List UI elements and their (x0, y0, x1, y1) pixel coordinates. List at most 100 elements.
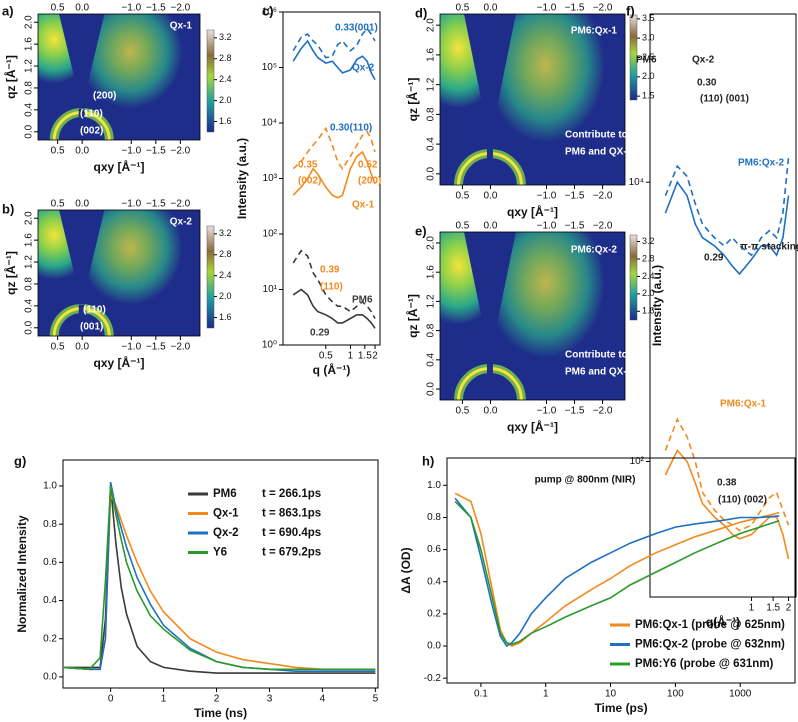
y-tick-label: 0.8 (24, 81, 35, 95)
x-tick-label: 0 (108, 694, 114, 705)
colorbar-tick-label: 2.5 (642, 52, 655, 62)
series-line (62, 485, 376, 671)
annotation: 0.39 (320, 265, 340, 276)
x-tick-label: 1.5 (358, 351, 372, 362)
y-tick-label: 1.6 (426, 48, 437, 62)
x-tick-label-top: −1.5 (146, 199, 166, 210)
y-axis-label: qz [Å⁻¹] (405, 78, 420, 122)
glow (78, 210, 183, 305)
y-tick-label: 1.6 (24, 233, 35, 247)
x-axis-label: q (Å⁻¹) (313, 362, 351, 377)
beam-shadow (59, 210, 105, 305)
x-tick-label: −1.5 (565, 191, 585, 202)
x-tick-label: 0.1 (474, 689, 488, 700)
colorbar-tick-label: 3.0 (642, 33, 655, 43)
y-tick-label: 0.6 (43, 557, 57, 568)
y-tick-label: 2.0 (426, 236, 437, 250)
x-tick-label-top: 0.5 (51, 3, 65, 14)
series-line (664, 417, 790, 532)
x-tick-label: 2 (372, 351, 378, 362)
y-tick-label: 0.6 (427, 544, 441, 555)
series-line (292, 27, 376, 59)
annotation: 0.52 (358, 160, 378, 171)
beam-stop (78, 304, 85, 336)
legend-label: PM6 (213, 488, 237, 500)
colorbar-tick-label: 2.8 (642, 253, 655, 263)
colorbar-tick-label: 2.4 (219, 74, 232, 84)
series-line (664, 157, 790, 257)
x-tick-label-top: −1.0 (537, 3, 557, 14)
y-tick-label: 1.6 (24, 37, 35, 51)
annotation: Qx-2 (170, 217, 193, 228)
y-tick-label: 10¹ (263, 284, 278, 295)
series-line (292, 39, 376, 81)
annotation: Qx-1 (352, 200, 375, 211)
annotation: 0.35 (298, 160, 318, 171)
y-axis-label: Intensity (a.u.) (650, 265, 664, 346)
annotation: (002) (80, 126, 103, 137)
y-tick-label: 10⁰ (262, 340, 277, 351)
x-tick-label: 0.0 (75, 342, 89, 353)
y-tick-label: 0.0 (426, 166, 437, 180)
x-tick-label-top: −2.0 (593, 3, 613, 14)
y-tick-label: 1.0 (43, 481, 57, 492)
x-tick-label-top: −1.0 (121, 199, 141, 210)
y-tick-label: 0.0 (24, 124, 35, 138)
annotation: (200) (358, 176, 381, 187)
colorbar (206, 29, 215, 133)
x-tick-label: 1 (749, 603, 755, 614)
annotation: (001) (80, 322, 103, 333)
y-axis-label: qz [Å⁻¹] (3, 55, 18, 99)
x-tick-label: −1.0 (537, 406, 557, 417)
y-tick-label: 0.4 (43, 595, 57, 606)
beam-stop (486, 358, 493, 400)
series-line (664, 180, 790, 276)
annotation: PM6 and QX-2 (565, 367, 633, 378)
x-tick-label-top: −1.5 (146, 3, 166, 14)
annotation: 0.29 (310, 328, 330, 339)
y-tick-label: 10³ (263, 173, 278, 184)
frame (37, 209, 201, 337)
colorbar-tick-label: 2.0 (642, 71, 655, 81)
x-tick-label: −2.0 (593, 191, 613, 202)
x-tick-label: 2 (786, 603, 792, 614)
frame (446, 457, 796, 684)
annotation: Qx-1 (170, 21, 193, 32)
x-tick-label: 5 (373, 694, 379, 705)
x-tick-label: −1.5 (565, 406, 585, 417)
legend-label: PM6:Qx-1 (probe @ 625nm) (635, 619, 785, 631)
y-tick-label: 1.2 (24, 59, 35, 73)
annotation: 0.30 (697, 78, 717, 89)
annotation: 0.33(001) (335, 23, 378, 34)
colorbar-tick-label: 3.2 (642, 236, 655, 246)
colorbar (629, 234, 638, 321)
x-tick-label: 0.5 (455, 191, 469, 202)
image (38, 210, 200, 336)
x-tick-label: 0.5 (51, 342, 65, 353)
annotation: PM6 (352, 295, 373, 306)
image (38, 14, 200, 140)
y-tick-label: 0.2 (427, 609, 441, 620)
x-tick-label: −2.0 (593, 406, 613, 417)
series-line (292, 126, 376, 171)
legend-label: PM6:Y6 (probe @ 631nm) (635, 658, 774, 670)
x-tick-label-top: −1.0 (121, 3, 141, 14)
colorbar-tick-label: 1.6 (219, 116, 232, 126)
x-tick-label: 10 (605, 689, 617, 700)
annotation: PM6:Qx-2 (571, 245, 618, 256)
y-tick-label: 1.2 (426, 294, 437, 308)
x-tick-label: −1.0 (121, 146, 141, 157)
y-tick-label: 0.8 (426, 107, 437, 121)
image (440, 232, 625, 400)
x-tick-label-top: −2.0 (593, 221, 613, 232)
colorbar-tick-label: 2.0 (219, 291, 232, 301)
y-tick-label: 0.0 (24, 320, 35, 334)
x-tick-label-top: 0.5 (51, 199, 65, 210)
y-tick-label: 10⁴ (262, 118, 277, 129)
colorbar-tick-label: 3.5 (642, 13, 655, 23)
x-tick-label-top: 0.5 (455, 221, 469, 232)
y-tick-label: 0.8 (24, 277, 35, 291)
annotation: 0.30(110) (330, 123, 372, 134)
glow (78, 14, 183, 109)
x-tick-label: 1 (161, 694, 167, 705)
